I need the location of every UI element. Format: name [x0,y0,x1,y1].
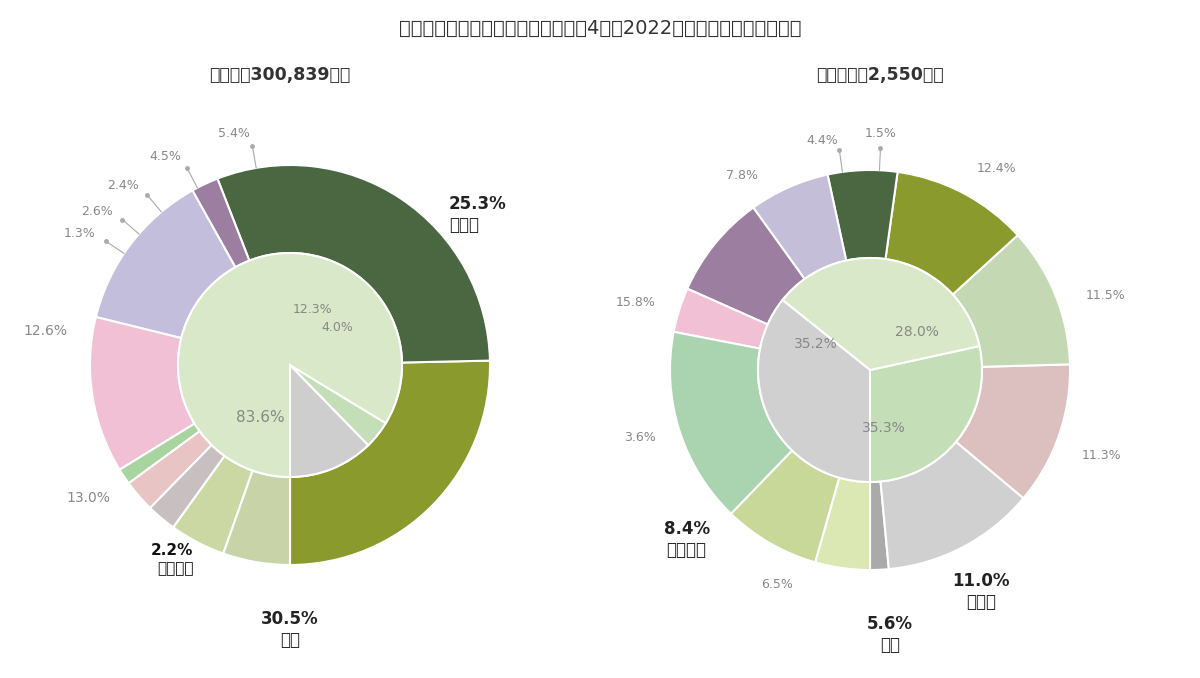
Text: 30.5%
追突: 30.5% 追突 [262,610,319,649]
Wedge shape [223,471,290,565]
Wedge shape [870,346,982,482]
Text: 11.3%: 11.3% [1081,449,1121,462]
Text: 6.5%: 6.5% [761,578,793,591]
Text: 12.4%: 12.4% [977,162,1016,175]
Text: 4.5%: 4.5% [149,151,181,163]
Text: 5.6%
追突: 5.6% 追突 [866,615,913,654]
Wedge shape [96,191,235,338]
Wedge shape [758,300,870,482]
Text: 事故類型別交通事故発生状況【令和4年（2022年）中】クローズアップ: 事故類型別交通事故発生状況【令和4年（2022年）中】クローズアップ [398,18,802,37]
Wedge shape [90,317,194,470]
Text: 8.4%
正面衝突: 8.4% 正面衝突 [664,520,709,559]
Wedge shape [815,478,870,570]
Text: 12.6%: 12.6% [24,324,67,338]
Wedge shape [828,170,898,260]
Text: 11.0%
出会頭: 11.0% 出会頭 [953,572,1010,610]
Text: 11.5%: 11.5% [1086,289,1126,302]
Wedge shape [178,253,402,477]
Wedge shape [290,365,385,445]
Text: 1.3%: 1.3% [64,227,95,241]
Text: 35.2%: 35.2% [794,337,838,351]
Text: 5.4%: 5.4% [218,127,251,140]
Wedge shape [953,235,1070,367]
Text: 2.6%: 2.6% [80,205,113,218]
Wedge shape [782,258,979,370]
Text: 15.8%: 15.8% [616,296,655,309]
Text: 1.5%: 1.5% [865,127,896,140]
Wedge shape [217,165,490,363]
Wedge shape [290,361,490,565]
Wedge shape [150,445,224,527]
Wedge shape [956,364,1070,498]
Text: 12.3%: 12.3% [293,303,332,316]
Wedge shape [886,172,1018,294]
Wedge shape [881,442,1024,569]
Text: 死亡事故【2,550件】: 死亡事故【2,550件】 [816,66,944,84]
Wedge shape [192,178,250,267]
Wedge shape [673,289,768,348]
Text: 25.3%
出会頭: 25.3% 出会頭 [449,195,506,234]
Wedge shape [290,365,368,477]
Wedge shape [670,332,792,514]
Wedge shape [870,481,889,570]
Wedge shape [731,451,839,562]
Wedge shape [688,207,805,325]
Text: 83.6%: 83.6% [236,410,284,425]
Wedge shape [128,431,211,508]
Text: 7.8%: 7.8% [726,169,757,182]
Text: 13.0%: 13.0% [66,492,110,505]
Wedge shape [173,456,253,553]
Wedge shape [754,174,846,279]
Text: 4.0%: 4.0% [322,321,353,334]
Text: 2.2%
正面衝突: 2.2% 正面衝突 [151,543,193,576]
Wedge shape [120,424,199,483]
Text: 35.3%: 35.3% [862,422,906,435]
Text: 3.6%: 3.6% [624,431,655,444]
Text: 2.4%: 2.4% [107,178,139,192]
Text: 28.0%: 28.0% [895,325,938,340]
Text: 4.4%: 4.4% [806,134,838,146]
Text: 全事故【300,839件】: 全事故【300,839件】 [209,66,350,84]
